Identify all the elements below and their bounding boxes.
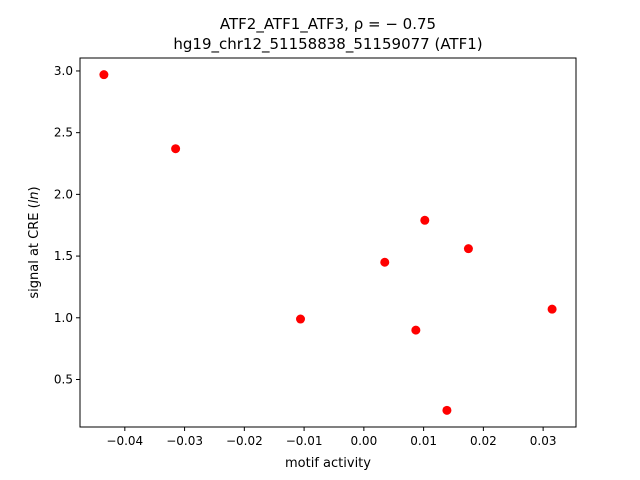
data-point (296, 314, 306, 324)
data-point (411, 325, 421, 335)
data-point (171, 144, 181, 154)
y-tick-label: 1.5 (54, 249, 73, 263)
y-tick-label: 2.0 (54, 187, 73, 201)
x-tick-label: 0.01 (410, 434, 437, 448)
data-point (99, 70, 109, 80)
x-tick-label: −0.03 (166, 434, 203, 448)
y-tick-label: 0.5 (54, 372, 73, 386)
data-point (442, 405, 452, 415)
x-axis-label: motif activity (285, 456, 371, 471)
y-tick-label: 2.5 (54, 126, 73, 140)
x-tick-label: −0.01 (286, 434, 323, 448)
data-point (420, 215, 430, 225)
y-axis-ticks: 0.5 1.0 1.5 2.0 2.5 3.0 (54, 64, 80, 386)
x-tick-label: 0.00 (350, 434, 377, 448)
chart-title-line-2: hg19_chr12_51158838_51159077 (ATF1) (173, 35, 482, 54)
data-points (99, 70, 557, 415)
x-axis-ticks: −0.04 −0.03 −0.02 −0.01 0.00 0.01 0.02 0.03 (106, 427, 556, 448)
data-point (463, 244, 473, 254)
x-tick-label: −0.02 (226, 434, 263, 448)
y-tick-label: 3.0 (54, 64, 73, 78)
data-point (547, 304, 557, 314)
x-tick-label: 0.02 (470, 434, 497, 448)
data-point (380, 257, 390, 267)
x-tick-label: −0.04 (106, 434, 143, 448)
plot-area (79, 57, 577, 428)
chart-title-line-1: ATF2_ATF1_ATF3, ρ = − 0.75 (220, 15, 436, 34)
y-axis-label: signal at CRE (ln) (27, 186, 42, 298)
x-tick-label: 0.03 (530, 434, 557, 448)
y-tick-label: 1.0 (54, 311, 73, 325)
